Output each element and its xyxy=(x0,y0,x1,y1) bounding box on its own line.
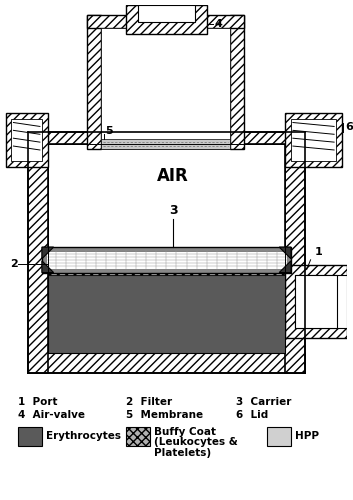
Text: 6: 6 xyxy=(345,122,353,132)
Text: 6  Lid: 6 Lid xyxy=(236,410,268,420)
Text: 1  Port: 1 Port xyxy=(18,397,58,407)
Bar xyxy=(101,28,230,149)
Text: 2: 2 xyxy=(11,258,18,268)
Bar xyxy=(268,426,291,446)
Bar xyxy=(291,118,336,161)
Text: 1: 1 xyxy=(315,247,322,257)
Bar xyxy=(28,132,48,372)
Bar xyxy=(101,139,230,149)
Text: Erythrocytes: Erythrocytes xyxy=(46,432,121,442)
Bar xyxy=(48,262,285,274)
Bar xyxy=(126,426,150,446)
Text: (Leukocytes &: (Leukocytes & xyxy=(154,438,238,448)
Text: 4  Air-valve: 4 Air-valve xyxy=(18,410,85,420)
Text: 5: 5 xyxy=(106,126,113,136)
Text: HPP: HPP xyxy=(295,432,319,442)
Polygon shape xyxy=(42,247,54,259)
Text: 5  Membrane: 5 Membrane xyxy=(126,410,203,420)
Bar xyxy=(48,144,285,353)
Bar xyxy=(295,274,337,328)
Bar xyxy=(87,14,244,28)
Bar xyxy=(48,249,285,262)
Bar xyxy=(126,5,207,34)
Bar xyxy=(18,426,42,446)
Text: 3  Carrier: 3 Carrier xyxy=(236,397,292,407)
Text: Buffy Coat: Buffy Coat xyxy=(154,426,216,436)
Text: 3: 3 xyxy=(169,204,178,218)
Bar xyxy=(12,118,42,161)
Bar xyxy=(42,247,291,272)
Bar xyxy=(230,14,244,149)
Bar xyxy=(138,5,195,22)
Bar xyxy=(285,264,347,338)
Text: 2  Filter: 2 Filter xyxy=(126,397,172,407)
Text: AIR: AIR xyxy=(157,168,189,186)
Bar xyxy=(295,274,347,328)
Polygon shape xyxy=(279,247,291,259)
Polygon shape xyxy=(42,261,54,272)
Polygon shape xyxy=(279,261,291,272)
Bar xyxy=(285,112,342,166)
Bar xyxy=(6,112,48,166)
Bar xyxy=(28,353,305,372)
Bar xyxy=(48,144,285,247)
Bar xyxy=(28,132,305,144)
Text: Platelets): Platelets) xyxy=(154,448,211,458)
Bar xyxy=(87,14,101,149)
Bar xyxy=(285,132,305,372)
Text: 4: 4 xyxy=(215,20,222,30)
Bar xyxy=(48,274,285,353)
Bar xyxy=(46,251,287,268)
